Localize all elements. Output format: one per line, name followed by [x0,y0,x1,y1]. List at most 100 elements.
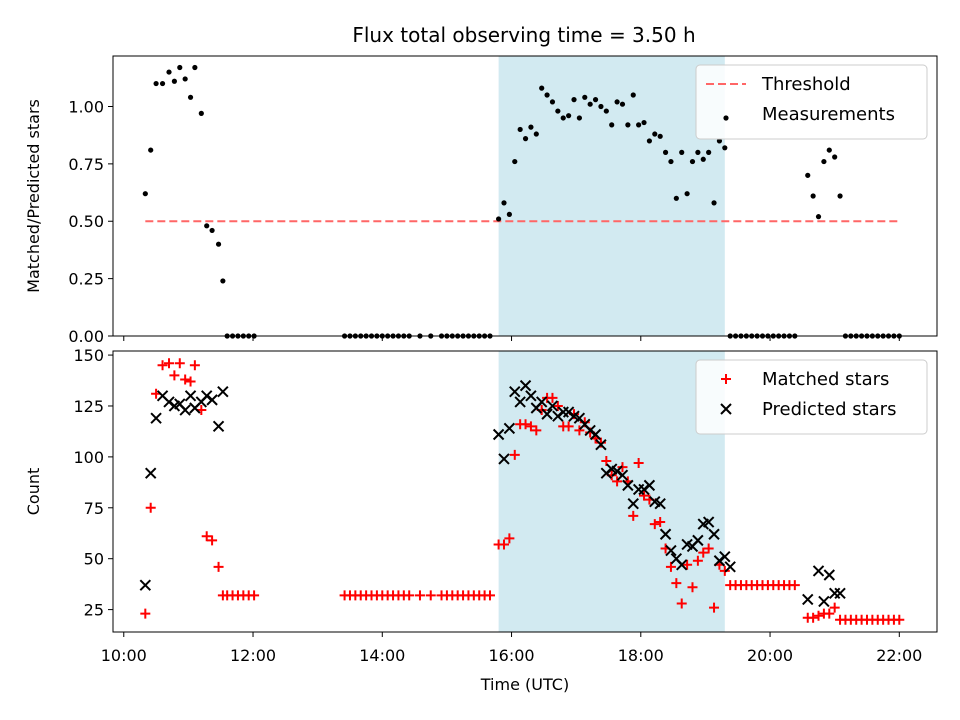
data-point [812,565,825,577]
y-tick-label: 0.75 [68,155,104,174]
data-point [533,131,539,137]
data-point [555,108,561,114]
data-point [829,602,840,613]
data-point [212,420,225,433]
data-point [625,122,631,128]
data-point [826,147,832,153]
y-tick-label: 1.00 [68,97,104,116]
x-axis-label: Time (UTC) [480,675,569,694]
data-point [662,149,669,155]
data-point [614,99,620,105]
data-point [722,145,728,151]
data-point [503,422,516,435]
y-tick-label: 150 [73,346,104,365]
series-measurements [142,64,902,339]
data-point [592,97,599,103]
data-point [549,99,556,105]
data-point [676,559,688,571]
data-point [684,191,690,197]
data-point [198,110,204,116]
data-point [179,404,191,416]
x-tick-label: 14:00 [359,646,405,665]
data-point [802,593,814,606]
data-point [525,390,537,402]
x-tick-label: 22:00 [876,646,922,665]
data-point [643,479,656,492]
data-point [192,64,198,71]
data-point [213,561,224,572]
data-point [498,453,510,465]
legend-swatch-matched [721,374,731,384]
data-point [498,539,509,550]
data-point [665,561,676,572]
data-point [641,119,647,126]
data-point [187,94,194,100]
data-point [414,590,425,601]
series-predicted-stars [139,379,846,608]
data-point [145,502,156,513]
data-point [687,582,698,593]
y-tick-label: 50 [84,550,104,569]
data-point [180,374,191,385]
legend-swatch-measurements [723,115,729,121]
data-point [589,428,602,441]
legend-swatch-predicted [720,403,732,415]
data-point [140,608,151,619]
data-point [566,113,572,119]
data-point [692,555,703,566]
data-point [560,115,566,121]
data-point [174,358,185,369]
data-point [702,516,715,528]
y-tick-label: 25 [84,601,104,620]
data-point [144,467,157,479]
data-point [148,147,154,153]
data-point [504,533,515,544]
x-tick-label: 20:00 [747,646,793,665]
data-point [587,101,593,107]
data-point [805,172,811,178]
data-point [142,191,148,197]
data-point [682,559,693,570]
data-point [535,396,548,408]
data-point [595,438,607,451]
data-point [789,580,800,591]
y-tick-label: 75 [84,499,104,518]
y-tick-label: 125 [73,397,104,416]
data-point [519,379,532,392]
data-point [673,195,679,201]
legend-label: Predicted stars [762,399,896,420]
data-point [522,136,529,142]
legend-label: Threshold [761,74,851,95]
y-axis-label: Count [24,468,43,516]
data-point [655,517,666,528]
data-point [539,85,545,91]
data-point [506,211,512,217]
y-tick-label: 100 [73,448,104,467]
data-point [619,101,626,107]
data-point [657,133,663,139]
data-point [716,138,723,144]
data-point [824,608,835,619]
data-point [622,479,634,492]
data-point [810,193,816,199]
data-point [665,544,677,557]
data-point [425,590,436,601]
legend: Threshold Measurements [695,64,928,140]
data-point [649,519,660,530]
data-point [189,360,200,371]
data-point [719,550,731,563]
legend-box [695,64,928,140]
data-point [815,214,822,220]
data-point [217,386,229,398]
data-point [496,216,502,222]
data-point [201,531,212,542]
data-point [706,149,712,155]
data-point [679,149,685,155]
data-point [828,587,841,600]
axes-frame [112,55,938,337]
data-point [157,360,168,371]
data-point [552,400,563,411]
legend: Matched stars Predicted stars [695,359,928,435]
data-point [207,535,218,546]
